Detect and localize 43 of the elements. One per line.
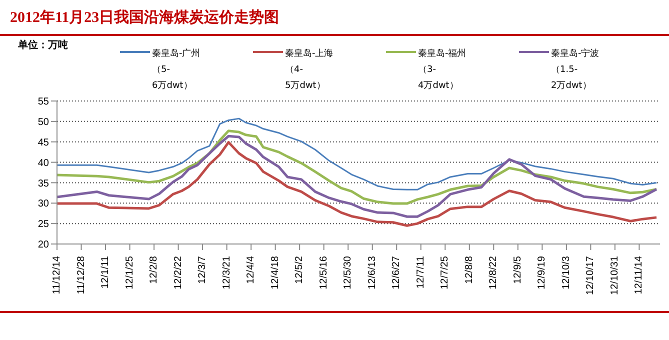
x-tick-label: 12/2/22 (172, 256, 184, 290)
line-series (57, 130, 658, 205)
legend-label: 秦皇岛-上海（4-5万dwt） (285, 48, 334, 93)
x-tick-label: 12/3/7 (197, 256, 208, 284)
x-tick-label: 12/10/17 (585, 256, 596, 295)
line-series (57, 134, 658, 218)
x-tick-label: 12/4/4 (246, 256, 257, 284)
line-series (57, 118, 658, 190)
x-tick-label: 12/11/14 (634, 256, 645, 294)
x-tick-label: 12/6/13 (366, 256, 378, 290)
y-tick-label: 50 (38, 116, 50, 128)
x-tick-label: 12/10/31 (609, 256, 620, 295)
x-tick-label: 12/5/2 (294, 256, 306, 284)
x-tick-label: 12/5/16 (318, 256, 330, 290)
x-tick-label: 12/5/30 (342, 256, 354, 290)
legend-label: 秦皇岛-宁波（1.5-2万dwt） (551, 48, 600, 93)
y-axis-title: 单位：万吨 (18, 38, 68, 52)
x-tick-label: 12/3/21 (221, 256, 232, 290)
x-tick-label: 12/1/11 (100, 256, 112, 289)
x-tick-label: 12/2/8 (148, 256, 160, 284)
chart-title: 2012年11月23日我国沿海煤炭运价走势图 (10, 8, 280, 27)
y-tick-label: 35 (38, 178, 50, 190)
x-tick-label: 11/12/28 (76, 256, 87, 294)
x-tick-label: 12/7/11 (415, 256, 426, 289)
legend-label: 秦皇岛-福州（3-4万dwt） (418, 48, 468, 93)
x-tick-label: 12/8/8 (464, 256, 475, 284)
y-tick-label: 55 (38, 96, 50, 108)
y-tick-label: 25 (38, 219, 50, 230)
x-tick-label: 12/1/25 (124, 256, 136, 290)
y-tick-label: 45 (38, 137, 50, 148)
x-tick-label: 12/4/18 (270, 256, 281, 290)
x-tick-label: 12/10/3 (560, 256, 572, 290)
y-tick-label: 20 (38, 240, 50, 251)
x-tick-label: 12/9/19 (536, 256, 548, 290)
x-tick-label: 12/6/27 (391, 256, 402, 290)
y-tick-label: 40 (38, 158, 50, 169)
x-tick-label: 12/7/25 (440, 256, 451, 290)
line-series (57, 141, 658, 227)
x-tick-label: 12/8/22 (488, 256, 500, 290)
x-tick-label: 11/12/14 (52, 256, 62, 294)
x-tick-label: 12/9/5 (512, 256, 524, 284)
y-tick-label: 30 (38, 198, 50, 210)
legend-label: 秦皇岛-广州（5-6万dwt） (152, 48, 202, 93)
